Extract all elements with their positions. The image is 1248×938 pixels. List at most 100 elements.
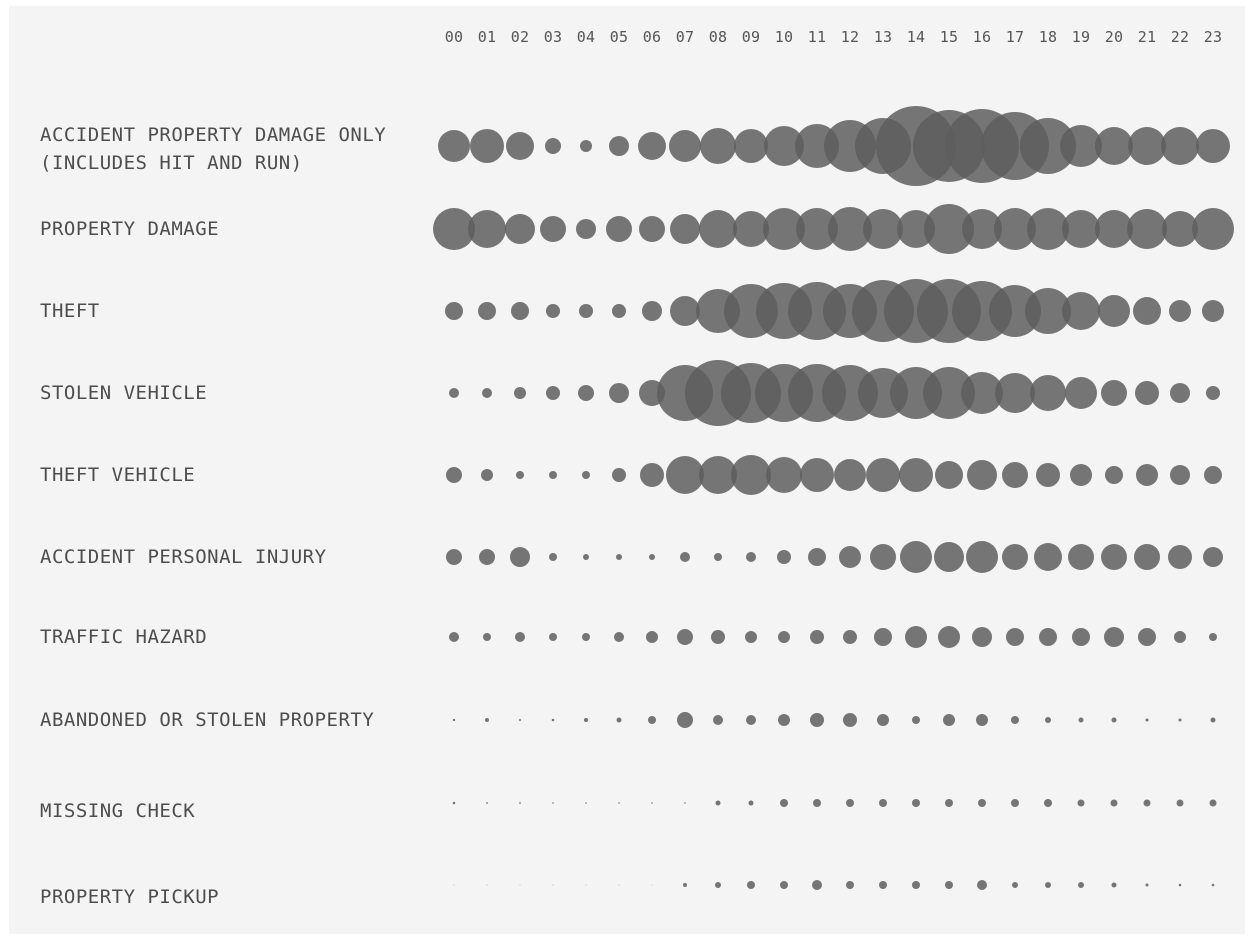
bubble-row8-h10	[778, 714, 790, 726]
row-label-4: STOLEN VEHICLE	[40, 382, 207, 404]
bubble-row5-h16	[967, 460, 997, 490]
bubble-row9-h11	[813, 799, 821, 807]
row-label-8: ABANDONED OR STOLEN PROPERTY	[40, 709, 374, 731]
bubble-row4-h01	[482, 388, 492, 398]
bubble-row2-h15	[924, 204, 974, 254]
bubble-row8-h13	[877, 714, 889, 726]
bubble-row2-h05	[606, 216, 632, 242]
bubble-row5-h04	[582, 471, 590, 479]
bubble-row5-h08	[699, 456, 737, 494]
bubble-row2-h22	[1162, 211, 1198, 247]
bubble-row5-h18	[1036, 463, 1060, 487]
bubble-row1-h04	[580, 140, 592, 152]
bubble-row7-h16	[972, 627, 992, 647]
bubble-row10-h06	[651, 884, 653, 886]
bubble-row10-h18	[1045, 882, 1051, 888]
hour-label-09: 09	[742, 28, 760, 46]
bubble-row2-h12	[828, 207, 872, 251]
bubble-row7-h01	[483, 633, 491, 641]
bubble-row3-h19	[1062, 292, 1100, 330]
bubble-row5-h10	[766, 457, 802, 493]
bubble-row6-h12	[839, 546, 861, 568]
hour-label-13: 13	[874, 28, 892, 46]
bubble-row4-h18	[1030, 375, 1066, 411]
bubble-row5-h13	[866, 458, 900, 492]
bubble-row6-h14	[900, 541, 932, 573]
row-label-5: THEFT VEHICLE	[40, 464, 195, 486]
bubble-row8-h22	[1178, 718, 1182, 722]
hour-label-01: 01	[478, 28, 496, 46]
bubble-row2-h08	[699, 210, 737, 248]
bubble-row2-h07	[670, 214, 700, 244]
bubble-row5-h02	[516, 471, 524, 479]
bubble-row4-h15	[923, 367, 975, 419]
hour-label-21: 21	[1138, 28, 1156, 46]
bubble-row4-h20	[1101, 380, 1127, 406]
row-label-3: THEFT	[40, 300, 100, 322]
hour-label-05: 05	[610, 28, 628, 46]
bubble-row2-h19	[1062, 210, 1100, 248]
bubble-row1-h19	[1060, 125, 1102, 167]
bubble-row7-h17	[1006, 628, 1024, 646]
hour-label-06: 06	[643, 28, 661, 46]
bubble-row2-h17	[994, 208, 1036, 250]
bubble-row9-h04	[585, 802, 587, 804]
bubble-row3-h22	[1169, 300, 1191, 322]
bubble-row3-h06	[642, 301, 662, 321]
hour-label-19: 19	[1072, 28, 1090, 46]
bubble-row3-h20	[1098, 295, 1130, 327]
bubble-row8-h14	[912, 716, 920, 724]
bubble-row6-h13	[870, 544, 896, 570]
bubble-row3-h00	[445, 302, 463, 320]
bubble-row9-h17	[1011, 799, 1019, 807]
bubble-row7-h00	[449, 632, 459, 642]
bubble-row5-h05	[612, 468, 626, 482]
bubble-row6-h05	[616, 554, 622, 560]
row-label-7: TRAFFIC HAZARD	[40, 626, 207, 648]
bubble-row8-h20	[1111, 717, 1117, 723]
bubble-row10-h12	[846, 881, 854, 889]
bubble-row2-h03	[540, 216, 566, 242]
row-label-9: MISSING CHECK	[40, 800, 195, 822]
bubble-row1-h23	[1196, 129, 1230, 163]
hour-label-18: 18	[1039, 28, 1057, 46]
bubble-row7-h07	[677, 629, 693, 645]
bubble-row2-h04	[576, 219, 596, 239]
bubble-row10-h19	[1078, 882, 1084, 888]
bubble-row5-h22	[1170, 465, 1190, 485]
bubble-row1-h05	[609, 136, 629, 156]
bubble-row5-h17	[1002, 462, 1028, 488]
bubble-row8-h16	[976, 714, 988, 726]
bubble-row8-h00	[452, 718, 456, 722]
bubble-row1-h09	[734, 129, 768, 163]
bubble-row7-h11	[810, 630, 824, 644]
bubble-row6-h15	[934, 542, 964, 572]
row-label-2: PROPERTY DAMAGE	[40, 218, 219, 240]
bubble-row9-h07	[684, 802, 686, 804]
bubble-row7-h10	[778, 631, 790, 643]
bubble-row4-h04	[578, 385, 594, 401]
bubble-row7-h14	[905, 626, 927, 648]
bubble-row2-h10	[763, 208, 805, 250]
hour-label-17: 17	[1006, 28, 1024, 46]
bubble-row7-h03	[549, 633, 557, 641]
bubble-row7-h21	[1138, 628, 1156, 646]
bubble-row5-h00	[446, 467, 462, 483]
bubble-row8-h04	[584, 718, 588, 722]
bubble-row2-h00	[433, 208, 475, 250]
bubble-row4-h03	[546, 386, 560, 400]
bubble-row2-h09	[733, 211, 769, 247]
bubble-row9-h13	[879, 799, 887, 807]
bubble-row10-h14	[912, 881, 920, 889]
bubble-row8-h09	[746, 715, 756, 725]
bubble-row9-h15	[945, 799, 953, 807]
bubble-row8-h07	[677, 712, 693, 728]
bubble-row7-h06	[646, 631, 658, 643]
bubble-row1-h03	[545, 138, 561, 154]
hour-label-20: 20	[1105, 28, 1123, 46]
bubble-row1-h07	[669, 130, 701, 162]
bubble-row1-h22	[1161, 127, 1199, 165]
bubble-row2-h20	[1095, 210, 1133, 248]
bubble-row8-h05	[616, 717, 622, 723]
